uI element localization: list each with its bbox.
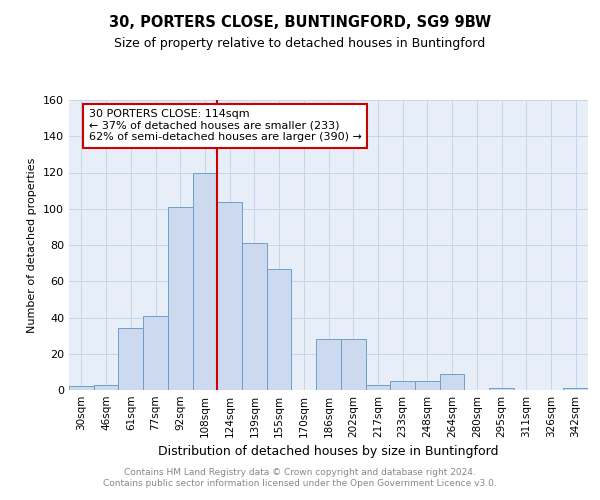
Text: Contains HM Land Registry data © Crown copyright and database right 2024.
Contai: Contains HM Land Registry data © Crown c… xyxy=(103,468,497,487)
X-axis label: Distribution of detached houses by size in Buntingford: Distribution of detached houses by size … xyxy=(158,446,499,458)
Bar xyxy=(242,243,267,390)
Bar xyxy=(316,339,341,390)
Bar xyxy=(563,388,588,390)
Bar xyxy=(168,207,193,390)
Bar xyxy=(193,172,217,390)
Bar xyxy=(118,328,143,390)
Bar xyxy=(489,388,514,390)
Bar xyxy=(69,386,94,390)
Bar xyxy=(267,268,292,390)
Bar xyxy=(390,381,415,390)
Text: 30 PORTERS CLOSE: 114sqm
← 37% of detached houses are smaller (233)
62% of semi-: 30 PORTERS CLOSE: 114sqm ← 37% of detach… xyxy=(89,109,362,142)
Y-axis label: Number of detached properties: Number of detached properties xyxy=(28,158,37,332)
Bar xyxy=(415,381,440,390)
Text: Size of property relative to detached houses in Buntingford: Size of property relative to detached ho… xyxy=(115,38,485,51)
Bar xyxy=(217,202,242,390)
Bar xyxy=(440,374,464,390)
Bar xyxy=(94,384,118,390)
Bar xyxy=(143,316,168,390)
Bar xyxy=(341,339,365,390)
Bar xyxy=(365,384,390,390)
Text: 30, PORTERS CLOSE, BUNTINGFORD, SG9 9BW: 30, PORTERS CLOSE, BUNTINGFORD, SG9 9BW xyxy=(109,15,491,30)
